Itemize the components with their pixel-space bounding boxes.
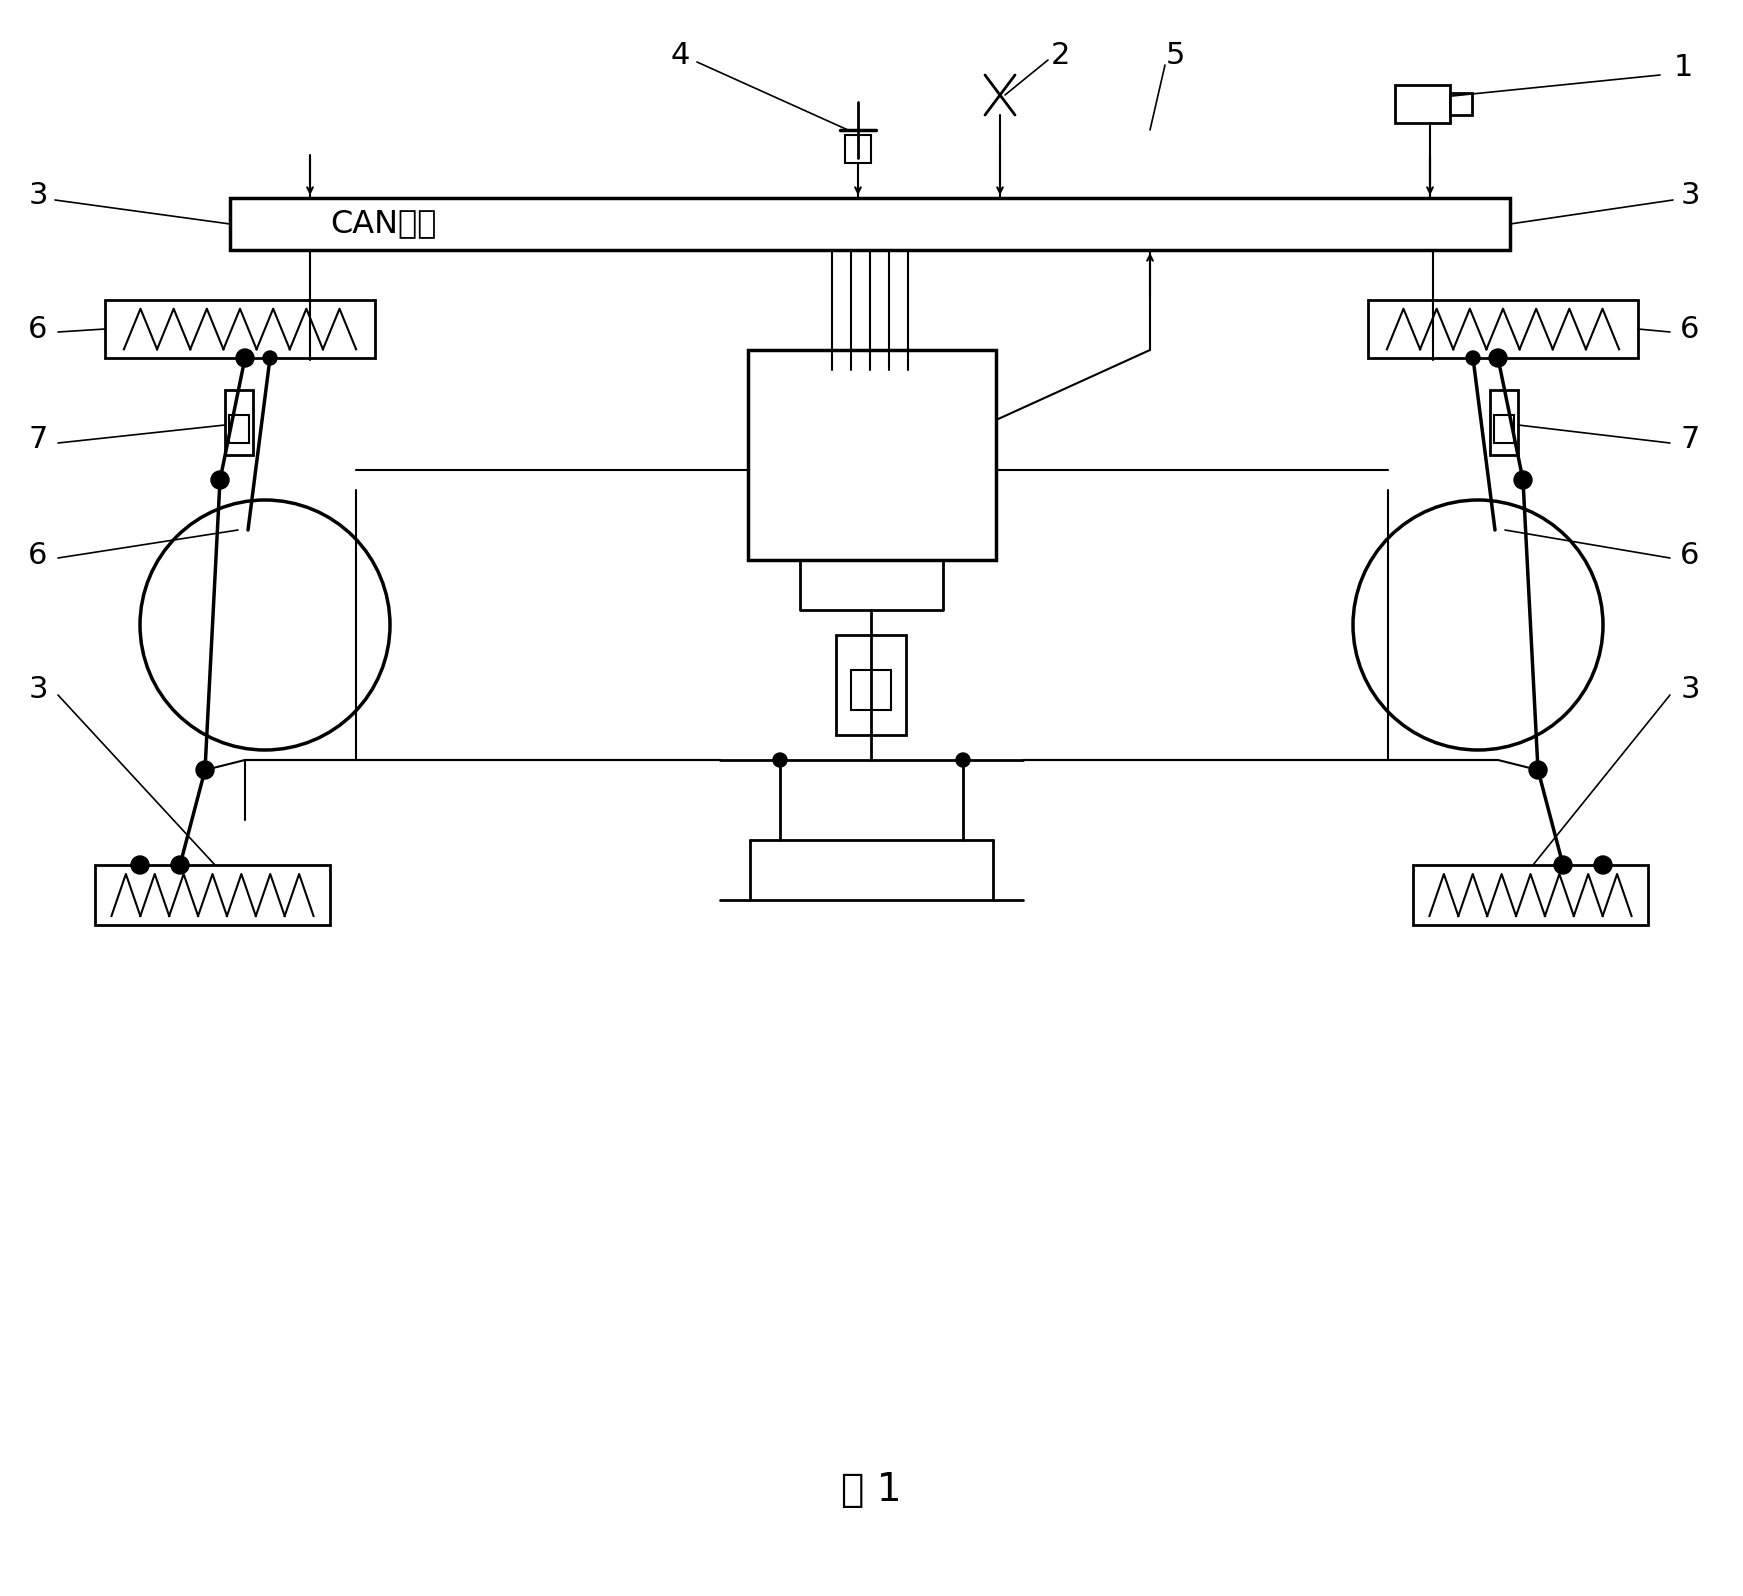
Circle shape: [1353, 500, 1604, 750]
Bar: [748, 350, 995, 560]
Bar: [228, 415, 249, 444]
Text: 2: 2: [1051, 40, 1070, 70]
Bar: [851, 670, 891, 710]
Text: 6: 6: [28, 541, 47, 570]
Bar: [1490, 389, 1518, 455]
Circle shape: [955, 753, 971, 768]
Circle shape: [1515, 471, 1532, 488]
Bar: [230, 198, 1509, 251]
Text: 3: 3: [28, 180, 47, 209]
Text: 3: 3: [28, 675, 47, 704]
Circle shape: [211, 471, 228, 488]
Circle shape: [131, 855, 148, 875]
Bar: [1494, 415, 1515, 444]
Text: 5: 5: [1166, 40, 1185, 70]
Circle shape: [171, 855, 188, 875]
Text: 7: 7: [28, 426, 47, 455]
Circle shape: [263, 351, 277, 365]
Bar: [837, 635, 906, 736]
Bar: [1394, 85, 1450, 123]
Circle shape: [1529, 761, 1548, 779]
Circle shape: [195, 761, 214, 779]
Bar: [105, 300, 375, 358]
Text: 7: 7: [1680, 426, 1699, 455]
Circle shape: [772, 753, 788, 768]
Bar: [1450, 93, 1473, 115]
Circle shape: [1489, 350, 1508, 367]
Text: 1: 1: [1673, 54, 1692, 83]
Bar: [225, 389, 253, 455]
Circle shape: [235, 350, 254, 367]
Circle shape: [139, 500, 390, 750]
Text: CAN总线: CAN总线: [329, 209, 436, 239]
Circle shape: [1595, 855, 1612, 875]
Bar: [1414, 865, 1647, 926]
Text: 6: 6: [1680, 316, 1699, 345]
Text: 4: 4: [671, 40, 690, 70]
Text: 3: 3: [1680, 675, 1699, 704]
Circle shape: [1466, 351, 1480, 365]
Text: 6: 6: [1680, 541, 1699, 570]
Text: 6: 6: [28, 316, 47, 345]
Circle shape: [1555, 855, 1572, 875]
Bar: [96, 865, 329, 926]
Text: 3: 3: [1680, 180, 1699, 209]
Bar: [1368, 300, 1638, 358]
Bar: [845, 136, 872, 163]
Text: 图 1: 图 1: [840, 1472, 901, 1508]
